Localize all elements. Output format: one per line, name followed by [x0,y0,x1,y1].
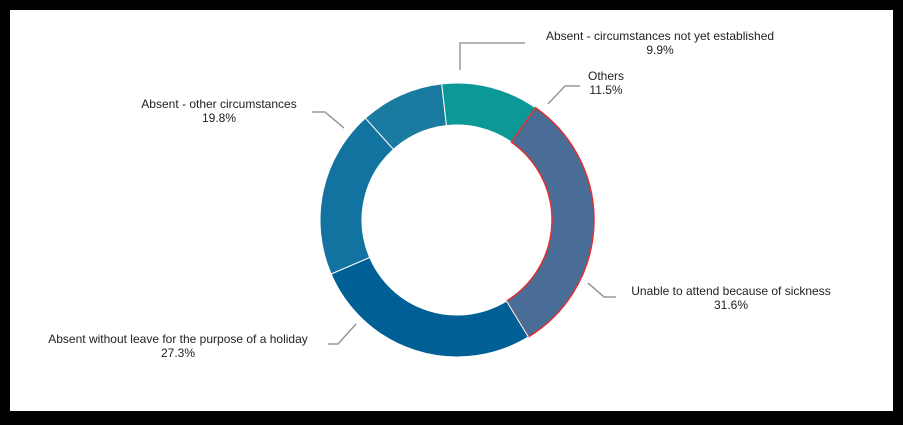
donut-slice[interactable] [330,256,530,358]
leader-line [459,42,525,70]
leader-line [328,323,357,345]
leader-line [587,282,616,298]
slice-label: Absent - circumstances not yet establish… [546,29,774,43]
slice-value-label: 27.3% [161,346,195,360]
slice-label: Absent without leave for the purpose of … [48,332,308,346]
slice-label: Absent - other circumstances [141,97,296,111]
slice-value-label: 9.9% [646,43,674,57]
slice-labels: Absent - circumstances not yet establish… [48,29,830,360]
slice-label: Unable to attend because of sickness [631,284,830,298]
slice-value-label: 31.6% [714,298,748,312]
leader-line [312,111,345,129]
leader-line [547,85,580,105]
donut-slices [319,82,595,358]
donut-slice[interactable] [505,106,595,338]
slice-value-label: 19.8% [202,111,236,125]
leader-lines [312,42,616,345]
slice-label: Others [588,69,624,83]
slice-value-label: 11.5% [589,83,622,97]
donut-slice[interactable] [319,117,395,275]
